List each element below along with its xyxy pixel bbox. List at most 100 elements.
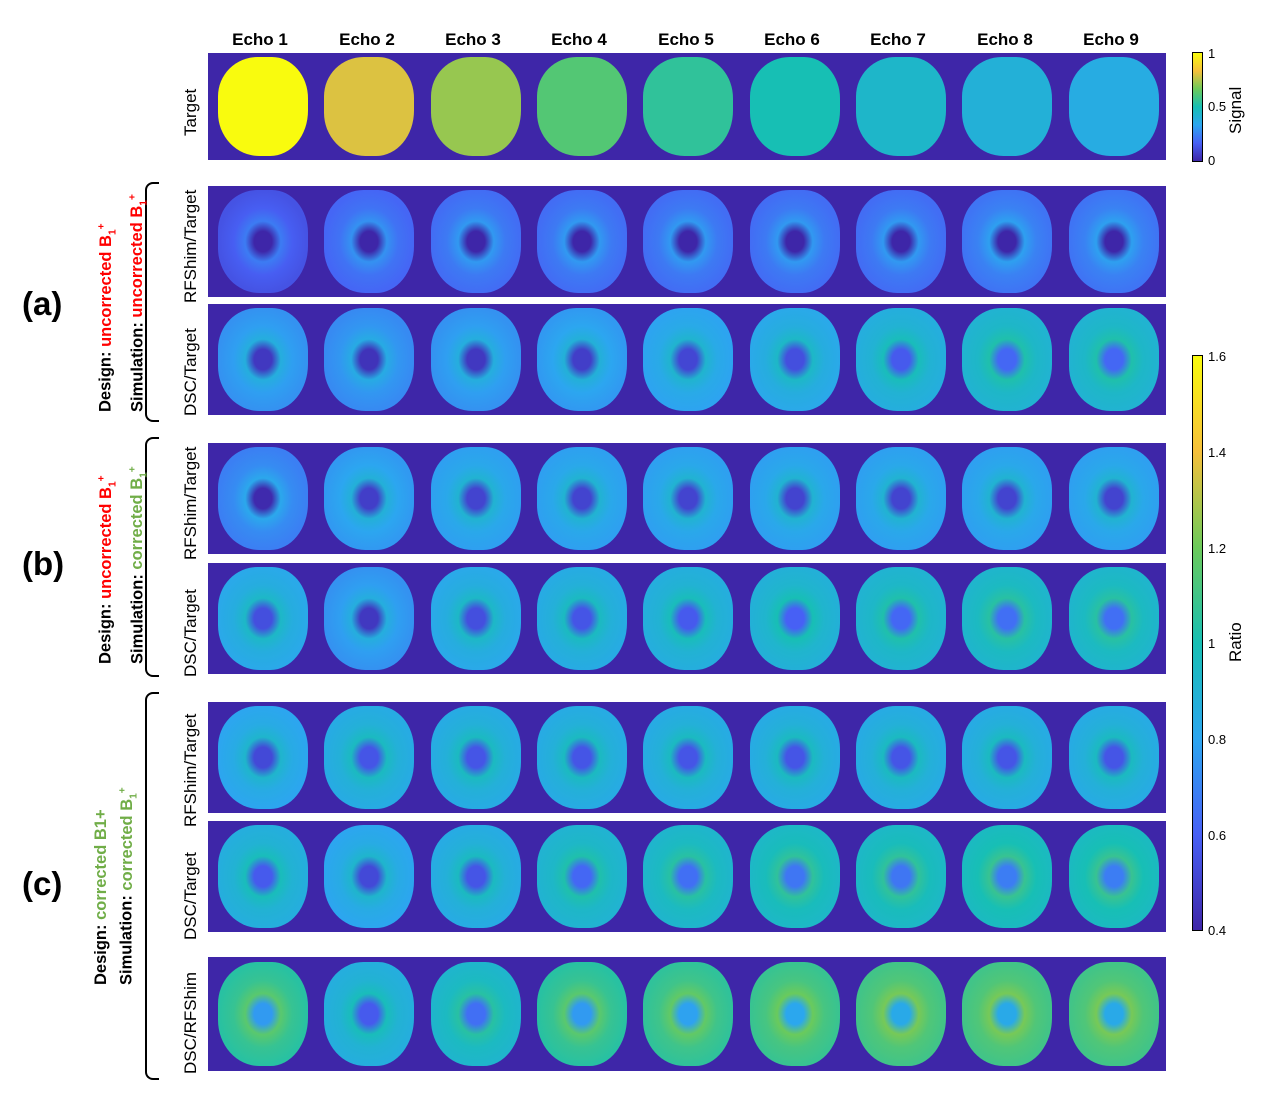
brain-slice bbox=[1068, 825, 1159, 928]
design-c: Design: corrected B1+ bbox=[92, 809, 110, 985]
brain-slice bbox=[642, 961, 733, 1067]
brain-slice bbox=[323, 190, 414, 293]
column-header-echo-4: Echo 4 bbox=[551, 30, 607, 49]
brain-slice bbox=[430, 706, 521, 809]
brain-slice bbox=[323, 961, 414, 1067]
brain-slice bbox=[217, 190, 308, 293]
image-c-rfshim-target-echo-1 bbox=[208, 702, 315, 813]
image-c-dsc-target-echo-7 bbox=[846, 821, 953, 932]
brain-slice bbox=[430, 308, 521, 411]
brain-slice bbox=[536, 567, 627, 670]
row-label-a-rfshim-target: RFShim/Target bbox=[181, 189, 200, 303]
brain-slice bbox=[536, 190, 627, 293]
image-target-echo-6 bbox=[740, 53, 847, 160]
brain-slice bbox=[961, 447, 1052, 550]
image-c-dsc-target-echo-9 bbox=[1059, 821, 1166, 932]
image-target-echo-2 bbox=[314, 53, 421, 160]
image-c-dsc-rfshim-echo-5 bbox=[633, 957, 740, 1071]
image-b-dsc-target-echo-2 bbox=[314, 563, 421, 674]
image-target-echo-1 bbox=[208, 53, 315, 160]
image-c-dsc-rfshim-echo-1 bbox=[208, 957, 315, 1071]
image-c-rfshim-target-echo-3 bbox=[421, 702, 528, 813]
image-a-dsc-target-echo-1 bbox=[208, 304, 315, 415]
brain-slice bbox=[430, 567, 521, 670]
image-c-rfshim-target-echo-2 bbox=[314, 702, 421, 813]
image-a-dsc-target-echo-6 bbox=[740, 304, 847, 415]
image-b-dsc-target-echo-5 bbox=[633, 563, 740, 674]
column-header-echo-3: Echo 3 bbox=[445, 30, 501, 49]
group-label-c: (c) bbox=[22, 865, 63, 902]
row-label-b-dsc-target: DSC/Target bbox=[181, 589, 200, 677]
brain-slice bbox=[217, 447, 308, 550]
image-a-dsc-target-echo-2 bbox=[314, 304, 421, 415]
brain-slice bbox=[430, 825, 521, 928]
brain-slice bbox=[323, 825, 414, 928]
image-c-rfshim-target-echo-5 bbox=[633, 702, 740, 813]
brain-slice bbox=[749, 190, 840, 293]
brain-slice bbox=[217, 961, 308, 1067]
brain-slice bbox=[855, 308, 946, 411]
ratio-tick-1-4: 1.4 bbox=[1208, 445, 1227, 460]
image-c-rfshim-target-echo-7 bbox=[846, 702, 953, 813]
brain-slice bbox=[961, 567, 1052, 670]
row-label-b-rfshim-target: RFShim/Target bbox=[181, 446, 200, 560]
image-c-dsc-target-echo-8 bbox=[952, 821, 1059, 932]
row-label-target: Target bbox=[181, 88, 200, 136]
row-label-c-rfshim-target: RFShim/Target bbox=[181, 713, 200, 827]
brain-slice bbox=[430, 447, 521, 550]
image-c-rfshim-target-echo-8 bbox=[952, 702, 1059, 813]
image-a-dsc-target-echo-7 bbox=[846, 304, 953, 415]
design-a: Design: uncorrected B1+ bbox=[96, 223, 118, 412]
brain-slice bbox=[855, 825, 946, 928]
brain-slice bbox=[855, 706, 946, 809]
brain-slice bbox=[536, 706, 627, 809]
condition-b: Design: uncorrected B1+ Simulation: corr… bbox=[91, 466, 155, 664]
ratio-tick-0-8: 0.8 bbox=[1208, 732, 1227, 747]
image-b-dsc-target-echo-3 bbox=[421, 563, 528, 674]
brain-slice bbox=[642, 57, 733, 156]
image-c-rfshim-target-echo-6 bbox=[740, 702, 847, 813]
image-a-dsc-target-echo-3 bbox=[421, 304, 528, 415]
brain-slice bbox=[536, 825, 627, 928]
column-header-echo-8: Echo 8 bbox=[977, 30, 1033, 49]
image-c-dsc-rfshim-echo-7 bbox=[846, 957, 953, 1071]
brain-slice bbox=[1068, 447, 1159, 550]
ratio-tick-1-2: 1.2 bbox=[1208, 541, 1227, 556]
image-c-dsc-target-echo-5 bbox=[633, 821, 740, 932]
image-b-rfshim-target-echo-8 bbox=[952, 443, 1059, 554]
brain-slice bbox=[749, 57, 840, 156]
brain-slice bbox=[961, 706, 1052, 809]
column-header-echo-5: Echo 5 bbox=[658, 30, 714, 49]
image-a-rfshim-target-echo-1 bbox=[208, 186, 315, 297]
brain-slice bbox=[961, 57, 1052, 156]
image-b-rfshim-target-echo-9 bbox=[1059, 443, 1166, 554]
image-a-rfshim-target-echo-9 bbox=[1059, 186, 1166, 297]
brain-slice bbox=[642, 308, 733, 411]
image-c-rfshim-target-echo-9 bbox=[1059, 702, 1166, 813]
brain-slice bbox=[430, 961, 521, 1067]
image-b-rfshim-target-echo-1 bbox=[208, 443, 315, 554]
image-b-dsc-target-echo-1 bbox=[208, 563, 315, 674]
image-b-rfshim-target-echo-2 bbox=[314, 443, 421, 554]
brain-slice bbox=[749, 825, 840, 928]
brain-slice bbox=[749, 447, 840, 550]
image-a-rfshim-target-echo-6 bbox=[740, 186, 847, 297]
image-c-dsc-rfshim-echo-6 bbox=[740, 957, 847, 1071]
brain-slice bbox=[1068, 961, 1159, 1067]
condition-a: Design: uncorrected B1+ Simulation: unco… bbox=[91, 194, 155, 412]
image-c-dsc-rfshim-echo-4 bbox=[527, 957, 634, 1071]
image-c-dsc-rfshim-echo-2 bbox=[314, 957, 421, 1071]
ratio-tick-0-6: 0.6 bbox=[1208, 828, 1227, 843]
brain-slice bbox=[961, 190, 1052, 293]
simulation-c: Simulation: corrected B1+ bbox=[117, 787, 139, 985]
brain-slice bbox=[1068, 190, 1159, 293]
brain-slice bbox=[961, 961, 1052, 1067]
group-label-b: (b) bbox=[22, 545, 65, 582]
image-b-rfshim-target-echo-3 bbox=[421, 443, 528, 554]
brain-slice bbox=[217, 57, 308, 156]
image-c-dsc-target-echo-3 bbox=[421, 821, 528, 932]
brain-slice bbox=[642, 706, 733, 809]
brain-slice bbox=[749, 961, 840, 1067]
image-c-dsc-rfshim-echo-9 bbox=[1059, 957, 1166, 1071]
image-c-dsc-rfshim-echo-3 bbox=[421, 957, 528, 1071]
